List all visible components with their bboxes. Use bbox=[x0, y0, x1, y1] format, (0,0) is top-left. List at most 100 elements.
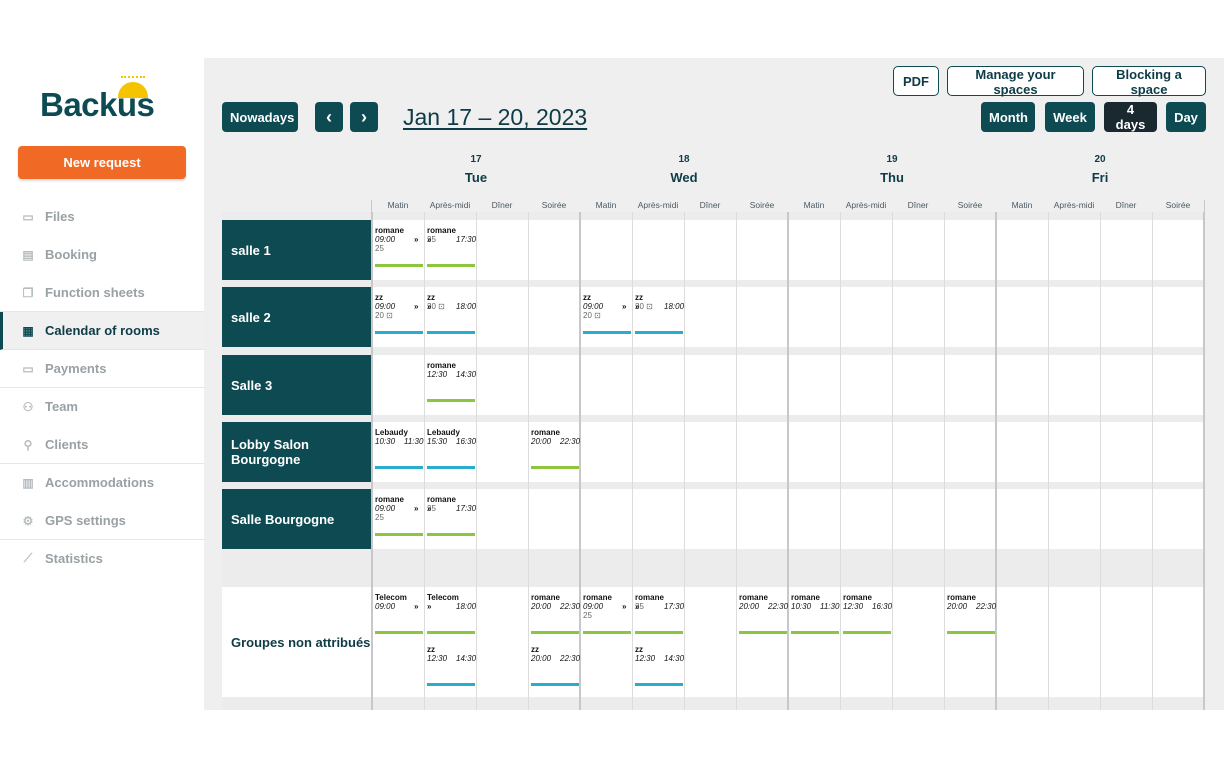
sidebar-item-clients[interactable]: ⚲ Clients bbox=[0, 426, 204, 464]
sidebar-item-calendar-of-rooms[interactable]: ▦ Calendar of rooms bbox=[0, 312, 204, 350]
room-label[interactable]: Salle 3 bbox=[222, 355, 372, 415]
booking-event[interactable]: romane 10:30 11:30 bbox=[791, 593, 841, 635]
sidebar-item-label: Accommodations bbox=[45, 475, 155, 490]
room-label[interactable]: salle 1 bbox=[222, 220, 372, 280]
view-day-button[interactable]: Day bbox=[1166, 102, 1206, 132]
sidebar-item-label: Payments bbox=[45, 361, 107, 376]
event-capacity: 25 bbox=[635, 602, 644, 611]
event-end: 17:30 bbox=[664, 602, 685, 611]
booking-event[interactable]: zz 20:00 22:30 bbox=[531, 645, 581, 687]
new-request-button[interactable]: New request bbox=[18, 146, 186, 179]
sidebar-item-booking[interactable]: ▤ Booking bbox=[0, 236, 204, 274]
day-header[interactable]: 20 Fri bbox=[996, 150, 1204, 212]
nowadays-button[interactable]: Nowadays bbox=[222, 102, 298, 132]
event-title: zz bbox=[635, 293, 643, 302]
booking-event[interactable]: romane 12:30 14:30 bbox=[427, 361, 477, 403]
event-capacity: 25 bbox=[375, 244, 384, 253]
event-end: 16:30 bbox=[872, 602, 893, 611]
column-divider bbox=[579, 200, 581, 710]
event-title: romane bbox=[947, 593, 976, 602]
sidebar-item-label: GPS settings bbox=[45, 513, 126, 528]
continues-arrow-icon: » bbox=[414, 602, 419, 611]
booking-event[interactable]: romane 17:30 » 25 bbox=[427, 495, 477, 537]
booking-event[interactable]: zz 12:30 14:30 bbox=[427, 645, 477, 687]
booking-event[interactable]: romane 20:00 22:30 bbox=[739, 593, 789, 635]
view-week-button[interactable]: Week bbox=[1045, 102, 1095, 132]
booking-event[interactable]: Telecom 09:00 » bbox=[375, 593, 425, 635]
prev-button[interactable]: ‹ bbox=[315, 102, 343, 132]
event-status-bar bbox=[375, 631, 423, 634]
continues-arrow-icon: » bbox=[414, 235, 419, 244]
sidebar-item-payments[interactable]: ▭ Payments bbox=[0, 350, 204, 388]
booking-event[interactable]: romane 20:00 22:30 bbox=[531, 428, 581, 470]
event-end: 18:00 bbox=[664, 302, 685, 311]
slot-header: Après-midi bbox=[429, 200, 471, 210]
view-month-button[interactable]: Month bbox=[981, 102, 1035, 132]
app-window: Backus New request ▭ Files ▤ Booking ❐ Functi… bbox=[0, 58, 1224, 710]
next-button[interactable]: › bbox=[350, 102, 378, 132]
booking-event[interactable]: romane 09:00 » 25 bbox=[375, 495, 425, 537]
booking-event[interactable]: zz 09:00 » 20 ⊡ bbox=[583, 293, 633, 335]
column-divider bbox=[424, 200, 425, 710]
sidebar-item-statistics[interactable]: ⟋ Statistics bbox=[0, 540, 204, 578]
manage-spaces-button[interactable]: Manage your spaces bbox=[947, 66, 1084, 97]
booking-event[interactable]: zz 12:30 14:30 bbox=[635, 645, 685, 687]
team-icon: ⚇ bbox=[22, 399, 34, 414]
sidebar-item-gps-settings[interactable]: ⚙ GPS settings bbox=[0, 502, 204, 540]
booking-event[interactable]: romane 20:00 22:30 bbox=[531, 593, 581, 635]
event-status-bar bbox=[635, 683, 683, 686]
booking-event[interactable]: zz 18:00 » 20 ⊡ bbox=[427, 293, 477, 335]
day-header[interactable]: 19 Thu bbox=[788, 150, 996, 212]
column-divider bbox=[995, 200, 997, 710]
event-capacity: 20 ⊡ bbox=[635, 302, 653, 311]
column-divider bbox=[1048, 200, 1049, 710]
event-title: zz bbox=[583, 293, 591, 302]
event-title: romane bbox=[583, 593, 612, 602]
booking-event[interactable]: romane 09:00 » 25 bbox=[375, 226, 425, 268]
event-title: zz bbox=[427, 645, 435, 654]
event-end: 14:30 bbox=[456, 370, 477, 379]
calendar-icon: ▦ bbox=[22, 323, 34, 338]
event-status-bar bbox=[427, 533, 475, 536]
event-end: 22:30 bbox=[976, 602, 997, 611]
room-calendar: salle 1 salle 2 Salle 3 Lobby Salon Bourgog… bbox=[222, 150, 1205, 710]
booking-event[interactable]: Lebaudy 15:30 16:30 bbox=[427, 428, 477, 470]
room-label[interactable]: salle 2 bbox=[222, 287, 372, 347]
booking-event[interactable]: romane 17:30 » 25 bbox=[635, 593, 685, 635]
booking-event[interactable]: Lebaudy 10:30 11:30 bbox=[375, 428, 425, 470]
booking-event[interactable]: zz 09:00 » 20 ⊡ bbox=[375, 293, 425, 335]
event-time: 20:00 22:30 bbox=[531, 437, 581, 446]
event-time: 09:00 bbox=[583, 302, 633, 311]
room-label[interactable]: Lobby Salon Bourgogne bbox=[222, 422, 372, 482]
booking-event[interactable]: romane 17:30 » 25 bbox=[427, 226, 477, 268]
event-start: 12:30 bbox=[427, 370, 448, 379]
booking-event[interactable]: romane 09:00 » 25 bbox=[583, 593, 633, 635]
event-end: 14:30 bbox=[664, 654, 685, 663]
event-start: 09:00 bbox=[375, 302, 396, 311]
brand-logo[interactable]: Backus bbox=[40, 86, 155, 123]
view-4-days-button[interactable]: 4 days bbox=[1104, 102, 1157, 132]
event-status-bar bbox=[635, 631, 683, 634]
column-divider bbox=[1152, 200, 1153, 710]
sidebar-item-files[interactable]: ▭ Files bbox=[0, 198, 204, 236]
event-status-bar bbox=[843, 631, 891, 634]
room-label[interactable]: Salle Bourgogne bbox=[222, 489, 372, 549]
day-header[interactable]: 17 Tue bbox=[372, 150, 580, 212]
sidebar-item-function-sheets[interactable]: ❐ Function sheets bbox=[0, 274, 204, 312]
date-range-title[interactable]: Jan 17 – 20, 2023 bbox=[403, 104, 588, 130]
continues-arrow-icon: » bbox=[427, 302, 432, 311]
pdf-button[interactable]: PDF bbox=[893, 66, 939, 96]
sidebar-item-label: Files bbox=[45, 209, 75, 224]
blocking-space-button[interactable]: Blocking a space bbox=[1092, 66, 1206, 97]
event-time: 15:30 16:30 bbox=[427, 437, 477, 446]
event-status-bar bbox=[531, 631, 579, 634]
booking-event[interactable]: Telecom 18:00 » bbox=[427, 593, 477, 635]
sidebar-item-team[interactable]: ⚇ Team bbox=[0, 388, 204, 426]
booking-event[interactable]: zz 18:00 » 20 ⊡ bbox=[635, 293, 685, 335]
event-end: 18:00 bbox=[456, 602, 477, 611]
day-header[interactable]: 18 Wed bbox=[580, 150, 788, 212]
sidebar-item-accommodations[interactable]: ▥ Accommodations bbox=[0, 464, 204, 502]
booking-event[interactable]: romane 12:30 16:30 bbox=[843, 593, 893, 635]
booking-event[interactable]: romane 20:00 22:30 bbox=[947, 593, 997, 635]
event-end: 22:30 bbox=[560, 437, 581, 446]
